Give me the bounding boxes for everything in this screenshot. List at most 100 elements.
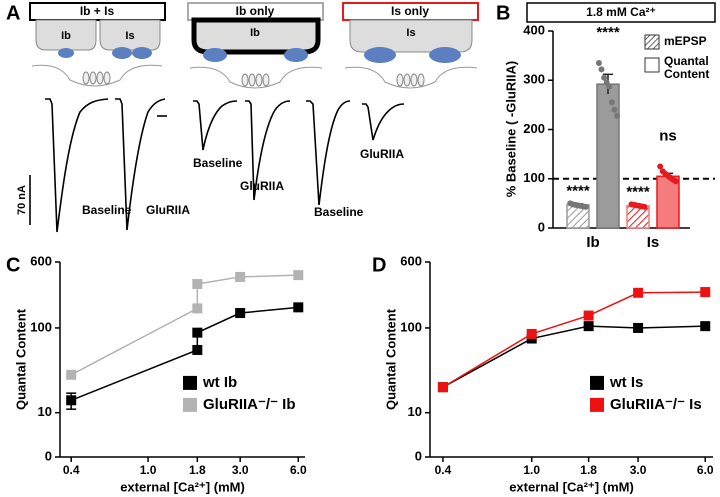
scale-bar-label: 70 nA (16, 185, 28, 215)
marker (583, 310, 594, 321)
data-point (608, 99, 615, 106)
panel-letter: C (6, 254, 20, 276)
annotation: **** (566, 182, 590, 199)
y-tick-label: 0 (415, 448, 422, 463)
legend-label: GluRIIA⁻/⁻ Ib (203, 396, 296, 413)
legend-label: mEPSP (664, 34, 707, 48)
legend-marker (644, 57, 660, 73)
data-point (611, 106, 618, 113)
legend-label: wt Ib (202, 374, 237, 391)
y-tick-label: 10 (408, 404, 422, 419)
y-tick-label: 100 (523, 170, 545, 185)
y-tick-label: 0 (538, 219, 545, 234)
marker (583, 321, 594, 332)
traces (29, 98, 405, 233)
data-point (582, 203, 589, 210)
data-point (601, 74, 608, 81)
y-tick-label: 300 (523, 72, 545, 87)
y-tick-label: 400 (523, 22, 545, 37)
box-label: Is only (391, 4, 429, 18)
x-tick-label: Ib (586, 234, 599, 251)
x-tick-label: Is (647, 234, 660, 251)
marker (526, 328, 537, 339)
data-point (641, 203, 648, 210)
series-line (442, 325, 706, 388)
marker (437, 382, 448, 393)
marker (66, 369, 77, 380)
y-axis-title: % Baseline ( -GluRIIA) (503, 61, 518, 198)
trace-label: GluRIIA (360, 147, 404, 161)
x-tick-label: 1.8 (189, 463, 206, 477)
x-tick-label: 0.4 (435, 463, 452, 477)
trace-label: Baseline (314, 205, 364, 219)
marker (66, 395, 77, 406)
annotation: **** (596, 24, 620, 41)
x-tick-label: 6.0 (290, 463, 307, 477)
y-axis-title: Quantal Content (13, 308, 28, 410)
panel-letter: D (372, 254, 386, 276)
panel-letter: A (6, 2, 20, 24)
marker (633, 287, 644, 298)
annotation: ns (659, 127, 677, 144)
x-axis-title: external [Ca²⁺] (mM) (509, 479, 634, 494)
legend-label: Quantal Content (664, 54, 710, 81)
trace-label: Baseline (82, 203, 132, 217)
marker (192, 279, 203, 290)
legend-marker (590, 375, 604, 390)
box-label: Ib only (236, 4, 275, 18)
trace-label: Baseline (193, 156, 243, 170)
annotation: **** (626, 183, 650, 200)
trace-label: GluRIIA (240, 179, 284, 193)
data-point (614, 112, 621, 119)
marker (235, 271, 246, 282)
series-line (442, 291, 706, 388)
legend-label: GluRIIA⁻/⁻ Is (610, 396, 702, 413)
terminal-label: Is (125, 30, 134, 42)
data-point (595, 60, 602, 67)
bar (596, 83, 620, 229)
data-point (657, 163, 664, 170)
marker (633, 322, 644, 333)
legend-marker (183, 375, 197, 390)
marker (700, 321, 711, 332)
data-point (606, 83, 613, 90)
x-tick-label: 1.0 (140, 463, 157, 477)
marker (293, 302, 304, 313)
x-tick-label: 3.0 (232, 463, 249, 477)
trace-label: GluRIIA (146, 203, 190, 217)
data-point (598, 66, 605, 73)
terminal-label: Is (406, 27, 415, 39)
x-tick-label: 1.0 (523, 463, 540, 477)
x-tick-label: 1.8 (580, 463, 597, 477)
legend-label: wt Is (609, 374, 643, 391)
marker (192, 327, 203, 338)
y-tick-label: 0 (45, 448, 52, 463)
y-tick-label: 100 (400, 319, 422, 334)
y-tick-label: 600 (400, 253, 422, 268)
box-label: Ib + Is (80, 4, 115, 18)
title-box (526, 2, 716, 23)
x-axis-title: external [Ca²⁺] (mM) (120, 479, 245, 494)
x-tick-label: 6.0 (697, 463, 714, 477)
y-axis-title: Quantal Content (383, 308, 398, 410)
chart-title: 1.8 mM Ca²⁺ (586, 5, 656, 19)
legend-marker (644, 34, 660, 50)
panel-letter: B (496, 2, 510, 24)
marker (192, 303, 203, 314)
legend-marker (590, 397, 604, 412)
data-point (672, 178, 679, 185)
y-tick-label: 600 (30, 253, 52, 268)
marker (235, 308, 246, 319)
y-tick-label: 200 (523, 121, 545, 136)
series-line (70, 274, 299, 376)
terminal-label: Ib (61, 30, 71, 42)
x-tick-label: 0.4 (63, 463, 80, 477)
marker (192, 344, 203, 355)
schematic (29, 2, 479, 89)
y-tick-label: 10 (38, 404, 52, 419)
terminal-label: Ib (250, 27, 260, 39)
marker (700, 287, 711, 298)
y-tick-label: 100 (30, 319, 52, 334)
